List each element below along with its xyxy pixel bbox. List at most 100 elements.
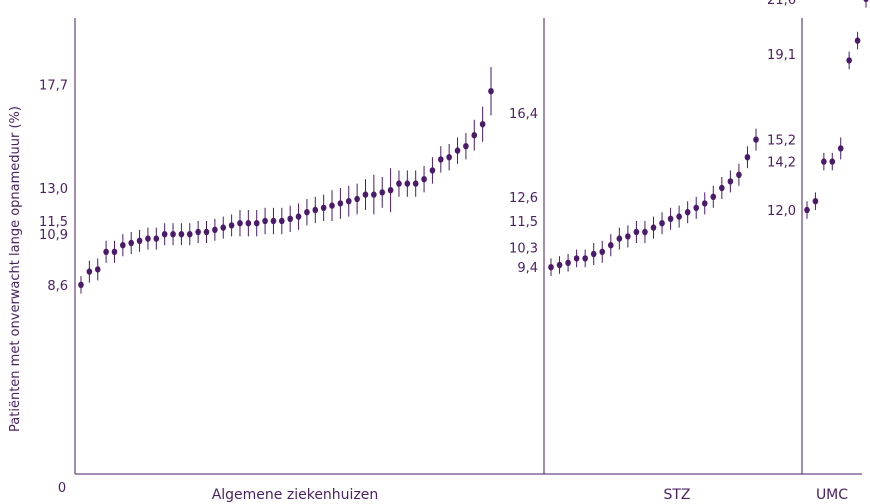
- point-marker: [153, 235, 160, 242]
- point-marker: [633, 228, 640, 236]
- point-marker: [719, 184, 725, 192]
- data-point-umc: [854, 31, 861, 50]
- data-point-algemene-ziekenhuizen: [371, 174, 377, 215]
- point-marker: [228, 222, 235, 229]
- data-point-umc: [863, 0, 869, 8]
- data-point-umc: [829, 152, 836, 171]
- data-point-stz: [744, 146, 751, 169]
- point-marker: [744, 154, 751, 161]
- data-point-algemene-ziekenhuizen: [479, 106, 486, 142]
- data-point-algemene-ziekenhuizen: [120, 234, 126, 257]
- data-point-algemene-ziekenhuizen: [178, 223, 185, 246]
- tick-label-stz: 11,5: [509, 215, 538, 230]
- data-point-stz: [736, 163, 742, 186]
- data-point-algemene-ziekenhuizen: [287, 205, 293, 232]
- data-point-umc: [821, 152, 827, 171]
- tick-label-algemene-ziekenhuizen: 13,0: [39, 182, 68, 197]
- tick-label-algemene-ziekenhuizen: 10,9: [39, 228, 68, 243]
- data-point-umc: [846, 51, 852, 70]
- data-point-stz: [676, 205, 682, 228]
- data-point-algemene-ziekenhuizen: [429, 157, 436, 184]
- point-marker: [479, 121, 486, 128]
- tick-label-stz: 10,3: [509, 241, 538, 256]
- data-point-algemene-ziekenhuizen: [421, 166, 427, 193]
- point-marker: [186, 231, 193, 238]
- point-marker: [437, 156, 444, 163]
- data-point-algemene-ziekenhuizen: [220, 216, 227, 239]
- point-marker: [650, 224, 657, 231]
- data-point-algemene-ziekenhuizen: [404, 170, 411, 197]
- data-point-umc: [837, 137, 844, 160]
- data-point-stz: [625, 225, 631, 248]
- tick-label-umc: 21,6: [767, 0, 796, 8]
- data-point-algemene-ziekenhuizen: [186, 223, 193, 246]
- point-marker: [145, 235, 151, 242]
- axes: Algemene ziekenhuizen STZ UMC: [74, 18, 862, 503]
- data-point-algemene-ziekenhuizen: [103, 240, 109, 263]
- data-point-stz: [684, 201, 691, 224]
- data-point-stz: [556, 256, 563, 274]
- data-point-algemene-ziekenhuizen: [345, 185, 352, 217]
- data-point-algemene-ziekenhuizen: [212, 218, 218, 241]
- point-marker: [170, 231, 176, 238]
- point-marker: [804, 206, 810, 214]
- point-marker: [684, 209, 691, 216]
- data-point-algemene-ziekenhuizen: [245, 210, 252, 237]
- point-marker: [488, 88, 494, 95]
- data-point-algemene-ziekenhuizen: [153, 227, 160, 250]
- data-point-algemene-ziekenhuizen: [362, 179, 369, 210]
- y-axis-title: Patiënten met onverwacht lange opnameduu…: [8, 106, 23, 432]
- point-marker: [821, 158, 827, 165]
- panel-label-stz: STZ: [663, 487, 690, 503]
- point-marker: [295, 213, 302, 220]
- data-point-algemene-ziekenhuizen: [270, 207, 277, 235]
- data-point-algemene-ziekenhuizen: [195, 221, 201, 243]
- data-point-stz: [590, 243, 597, 265]
- data-point-stz: [719, 177, 725, 199]
- point-marker: [128, 239, 135, 247]
- point-marker: [590, 250, 597, 258]
- data-point-stz: [693, 196, 700, 219]
- point-marker: [701, 200, 708, 207]
- point-marker: [120, 242, 126, 249]
- point-marker: [161, 231, 168, 238]
- data-point-algemene-ziekenhuizen: [329, 190, 335, 221]
- data-point-stz: [616, 227, 623, 250]
- tick-label-algemene-ziekenhuizen: 17,7: [39, 79, 68, 94]
- point-marker: [573, 255, 580, 262]
- point-marker: [565, 259, 571, 266]
- data-point-stz: [573, 249, 580, 268]
- data-point-stz: [642, 221, 648, 243]
- data-point-algemene-ziekenhuizen: [161, 223, 168, 246]
- data-point-algemene-ziekenhuizen: [111, 240, 118, 263]
- point-marker: [812, 198, 819, 205]
- data-point-algemene-ziekenhuizen: [145, 227, 151, 250]
- data-point-algemene-ziekenhuizen: [86, 260, 93, 283]
- point-marker: [262, 217, 268, 225]
- data-point-algemene-ziekenhuizen: [488, 67, 494, 116]
- point-marker: [245, 220, 252, 227]
- point-marker: [582, 255, 588, 262]
- data-point-algemene-ziekenhuizen: [396, 170, 402, 197]
- data-point-algemene-ziekenhuizen: [78, 276, 84, 294]
- point-marker: [345, 198, 352, 205]
- data-point-stz: [727, 170, 734, 193]
- data-point-stz: [607, 234, 614, 257]
- point-marker: [642, 228, 648, 236]
- point-marker: [203, 228, 210, 236]
- data-point-algemene-ziekenhuizen: [94, 258, 101, 281]
- data-point-algemene-ziekenhuizen: [471, 119, 478, 151]
- data-point-algemene-ziekenhuizen: [128, 232, 135, 254]
- tick-label-umc: 19,1: [767, 48, 796, 63]
- data-point-algemene-ziekenhuizen: [170, 223, 176, 246]
- tick-label-algemene-ziekenhuizen: 11,5: [39, 215, 68, 230]
- point-marker: [421, 176, 427, 183]
- point-marker: [863, 0, 869, 2]
- data-point-algemene-ziekenhuizen: [237, 210, 243, 237]
- tick-label-stz: 12,6: [509, 191, 538, 206]
- data-point-stz: [659, 212, 665, 235]
- data-point-algemene-ziekenhuizen: [203, 221, 210, 243]
- data-point-algemene-ziekenhuizen: [304, 199, 310, 226]
- data-point-algemene-ziekenhuizen: [446, 144, 452, 171]
